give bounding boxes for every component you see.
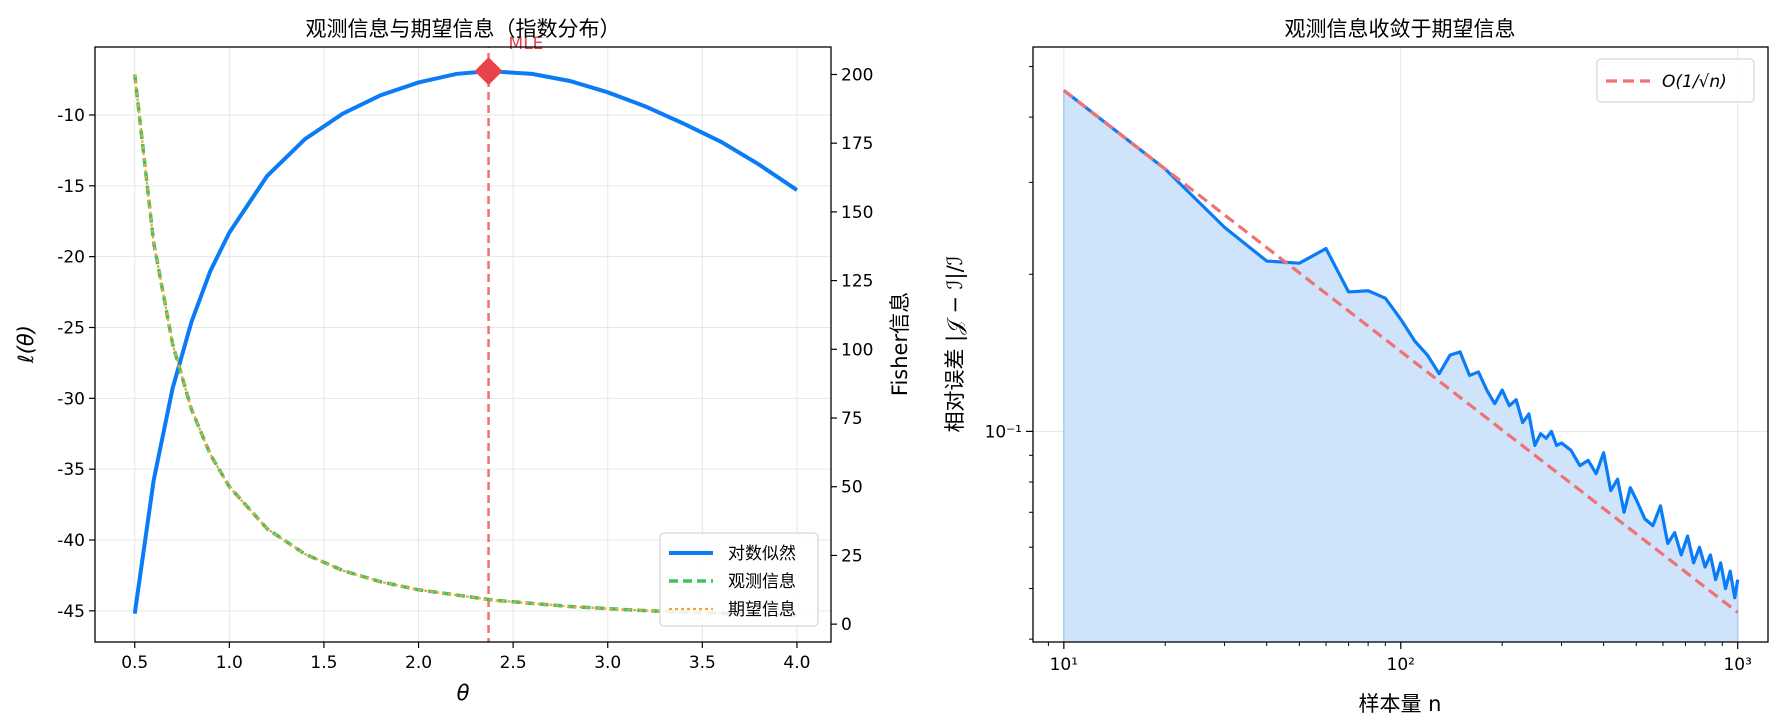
left-y2-tick-label: 125 <box>841 272 873 292</box>
legend-label-loglik: 对数似然 <box>728 544 796 564</box>
left-legend: 对数似然 观测信息 期望信息 <box>659 532 819 627</box>
right-legend-box <box>1596 58 1755 103</box>
mle-marker <box>474 57 503 86</box>
left-y2-tick-label: 0 <box>841 615 852 635</box>
legend-label-observed: 观测信息 <box>728 572 796 592</box>
left-legend-box <box>659 532 819 627</box>
right-x-tick-label: 10¹ <box>1050 655 1078 675</box>
mle-annotation: MLE <box>509 34 544 54</box>
left-y-ticks: -10 -15 -20 -25 -30 -35 -40 -45 <box>57 106 95 622</box>
left-y-label: ℓ(θ) <box>14 325 38 364</box>
left-y2-tick-label: 75 <box>841 409 863 429</box>
error-fill-area <box>1063 90 1738 642</box>
left-y2-tick-label: 175 <box>841 134 873 154</box>
left-plot-frame <box>94 46 832 643</box>
expected-info-line <box>133 74 797 617</box>
left-y-tick-label: -40 <box>57 531 85 551</box>
left-y2-label: Fisher信息 <box>888 292 912 396</box>
left-chart: 0.5 1.0 1.5 2.0 2.5 3.0 3.5 4.0 -10 -15 -20 -25 -30… <box>14 17 912 705</box>
reference-line-sqrt-n <box>1062 89 1739 614</box>
left-x-ticks: 0.5 1.0 1.5 2.0 2.5 3.0 3.5 4.0 <box>121 642 810 673</box>
left-y-tick-label: -35 <box>57 460 85 480</box>
left-y2-tick-label: 200 <box>841 65 873 85</box>
right-x-tick-label: 10³ <box>1723 655 1751 675</box>
right-x-label: 样本量 n <box>1359 692 1442 716</box>
right-x-ticks: 10¹ 10² 10³ <box>1047 642 1752 675</box>
left-y-tick-label: -10 <box>57 106 85 126</box>
right-y-ticks: 10⁻¹ <box>985 66 1033 640</box>
loglik-line <box>132 69 799 614</box>
left-x-tick-label: 3.5 <box>689 653 716 673</box>
left-y-tick-label: -30 <box>57 389 85 409</box>
right-chart: 10¹ 10² 10³ 10⁻¹ 观测信息收敛于期望信息 样本量 n 相对误差 |𝒥… <box>943 17 1769 716</box>
left-x-tick-label: 3.0 <box>594 653 621 673</box>
left-x-tick-label: 2.0 <box>405 653 432 673</box>
right-legend: O(1/√n) <box>1596 58 1755 103</box>
left-y-tick-label: -15 <box>57 177 85 197</box>
left-y-tick-label: -25 <box>57 319 85 339</box>
left-y2-tick-label: 150 <box>841 203 873 223</box>
right-y-tick-label: 10⁻¹ <box>985 422 1022 442</box>
left-y2-tick-label: 50 <box>841 478 863 498</box>
right-y-label: 相对误差 |𝒥 − ℐ|/ℐ <box>943 255 968 432</box>
left-x-tick-label: 2.5 <box>500 653 527 673</box>
legend-label-expected: 期望信息 <box>728 600 796 620</box>
right-plot-frame <box>1032 46 1769 643</box>
right-title: 观测信息收敛于期望信息 <box>1285 17 1516 41</box>
left-x-tick-label: 4.0 <box>783 653 810 673</box>
left-title: 观测信息与期望信息（指数分布） <box>306 17 621 41</box>
right-x-tick-label: 10² <box>1387 655 1415 675</box>
left-y2-tick-label: 25 <box>841 546 863 566</box>
left-y2-tick-label: 100 <box>841 340 873 360</box>
relative-error-line <box>1062 89 1740 600</box>
left-x-label: θ <box>457 681 470 705</box>
left-y2-ticks: 0 25 50 75 100 125 150 175 200 <box>831 65 873 635</box>
left-y-tick-label: -20 <box>57 248 85 268</box>
legend-label-reference: O(1/√n) <box>1662 72 1727 92</box>
left-x-tick-label: 0.5 <box>121 653 148 673</box>
left-y-tick-label: -45 <box>57 602 85 622</box>
left-x-tick-label: 1.0 <box>216 653 243 673</box>
observed-info-line <box>132 74 797 618</box>
left-x-tick-label: 1.5 <box>310 653 337 673</box>
